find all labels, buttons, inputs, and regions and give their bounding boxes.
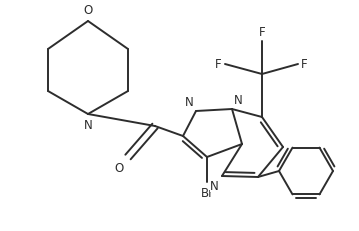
Text: N: N — [185, 96, 194, 109]
Text: N: N — [234, 94, 243, 106]
Text: Br: Br — [200, 186, 214, 199]
Text: F: F — [301, 58, 308, 71]
Text: N: N — [210, 179, 219, 192]
Text: O: O — [83, 4, 93, 17]
Text: F: F — [259, 26, 265, 39]
Text: F: F — [215, 58, 222, 71]
Text: N: N — [84, 119, 92, 131]
Text: O: O — [115, 161, 124, 174]
